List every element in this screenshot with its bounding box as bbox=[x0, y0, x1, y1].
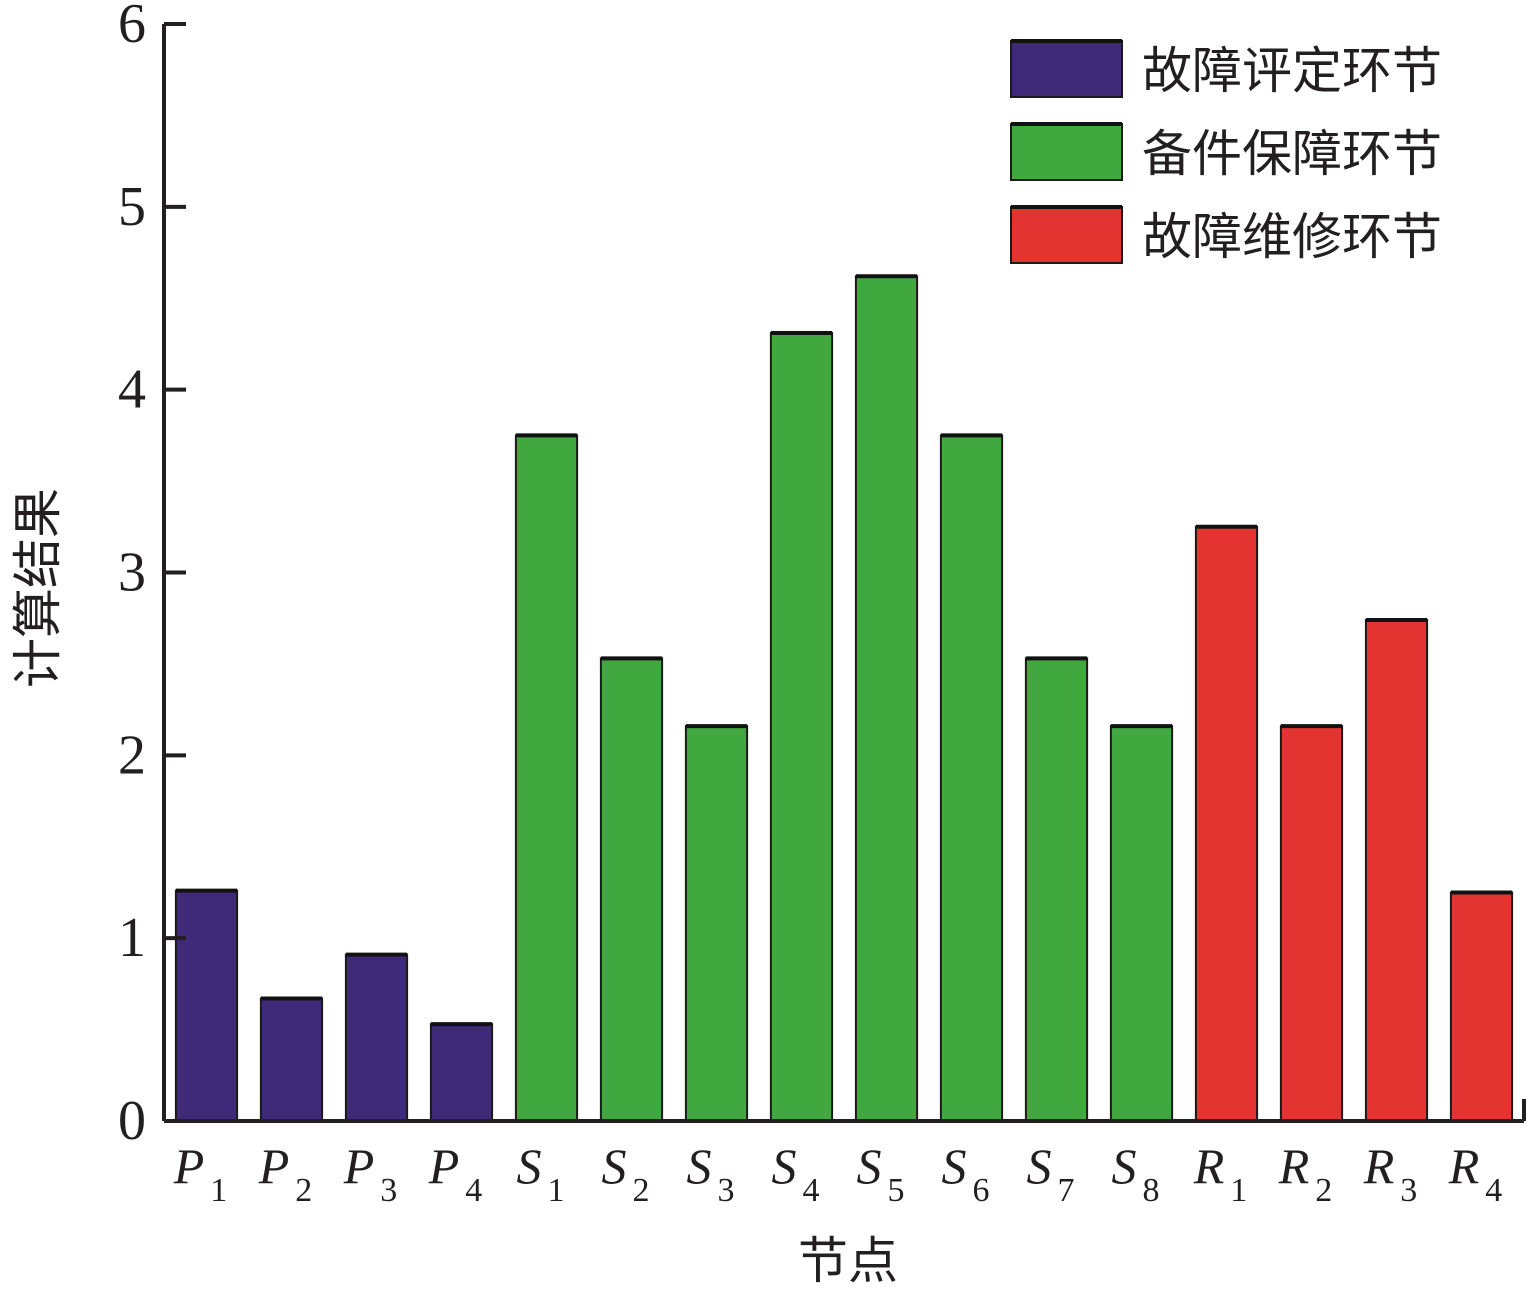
bar-s1 bbox=[514, 434, 579, 1122]
legend-swatch bbox=[1010, 123, 1123, 181]
bar-s4 bbox=[769, 332, 834, 1122]
bar-r4 bbox=[1449, 891, 1514, 1122]
legend-label: 备件保障环节 bbox=[1142, 125, 1442, 183]
y-tick-label: 5 bbox=[118, 176, 146, 238]
bar-p1 bbox=[174, 889, 239, 1122]
bar-s3 bbox=[684, 725, 749, 1122]
bar-s7 bbox=[1024, 657, 1089, 1123]
legend-label: 故障维修环节 bbox=[1142, 208, 1442, 266]
bar-p4 bbox=[429, 1023, 494, 1122]
bar-s6 bbox=[939, 434, 1004, 1122]
y-tick-label: 0 bbox=[118, 1090, 146, 1152]
legend-label: 故障评定环节 bbox=[1142, 42, 1442, 100]
bars-layer bbox=[174, 274, 1514, 1123]
x-axis-title: 节点 bbox=[798, 1232, 898, 1289]
y-tick-label: 3 bbox=[118, 542, 146, 604]
y-ticks-layer: 0 1 2 3 4 5 6 bbox=[118, 0, 186, 1152]
bar-p2 bbox=[259, 997, 324, 1122]
y-tick-label: 4 bbox=[118, 359, 146, 421]
y-axis-title: 计算结果 bbox=[9, 488, 67, 688]
legend-swatch bbox=[1010, 40, 1123, 98]
bar-r1 bbox=[1194, 525, 1259, 1122]
bar-s8 bbox=[1109, 725, 1174, 1122]
y-tick-label: 1 bbox=[118, 907, 146, 969]
bar-s5 bbox=[854, 275, 919, 1122]
bar-p3 bbox=[344, 953, 409, 1122]
legend-swatch bbox=[1010, 206, 1123, 264]
bar-r3 bbox=[1364, 619, 1429, 1122]
bar-r2 bbox=[1279, 725, 1344, 1122]
y-tick-label: 6 bbox=[118, 0, 146, 55]
bar-s2 bbox=[599, 657, 664, 1123]
y-tick-label: 2 bbox=[118, 724, 146, 786]
